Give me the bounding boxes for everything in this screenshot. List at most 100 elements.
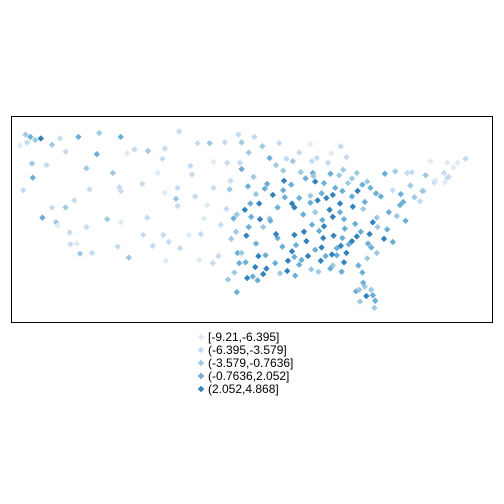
map-point (356, 286, 363, 293)
map-point (284, 257, 292, 264)
map-point (252, 190, 260, 198)
map-point (280, 177, 288, 184)
map-point (292, 272, 299, 279)
map-point (252, 263, 259, 271)
map-point (411, 194, 418, 201)
map-point (269, 191, 276, 199)
map-point (206, 139, 213, 147)
map-point (359, 181, 366, 188)
map-point (117, 187, 124, 195)
map-point (369, 219, 376, 226)
legend-label: [-9.21,-6.395] (208, 330, 279, 344)
map-point (330, 232, 337, 239)
map-point (348, 237, 356, 245)
map-point (402, 217, 409, 224)
map-point (154, 169, 161, 177)
map-point (233, 211, 240, 218)
map-point (292, 241, 300, 249)
map-point (337, 143, 344, 150)
map-point (304, 252, 312, 260)
map-point (297, 168, 304, 176)
map-point (16, 142, 24, 149)
map-point (336, 208, 344, 216)
map-point (256, 216, 264, 223)
map-point (312, 246, 319, 253)
map-point (313, 154, 320, 162)
map-point (172, 195, 180, 203)
map-point (159, 155, 166, 163)
map-point (318, 244, 325, 251)
map-point (341, 225, 348, 232)
map-point (37, 135, 44, 142)
map-point (48, 204, 56, 211)
map-point (343, 249, 350, 257)
map-point (248, 213, 255, 221)
map-point (296, 261, 303, 268)
map-point (48, 141, 56, 148)
map-point (43, 161, 50, 169)
map-point (263, 265, 270, 272)
map-point (336, 172, 343, 179)
points-layer (16, 128, 469, 312)
map-point (416, 197, 424, 205)
map-point (385, 208, 392, 216)
map-point (327, 170, 334, 177)
map-point (308, 266, 315, 273)
map-point (312, 178, 319, 185)
map-point (272, 259, 279, 267)
map-point (39, 214, 46, 221)
map-point (62, 204, 69, 211)
map-point (363, 292, 370, 300)
map-point (243, 232, 250, 239)
map-point (307, 199, 314, 206)
map-point (381, 170, 388, 177)
map-point (373, 249, 380, 257)
map-point (408, 168, 416, 176)
map-frame (11, 116, 493, 323)
map-point (349, 203, 356, 210)
map-point (29, 174, 36, 181)
map-point (62, 148, 69, 155)
map-point (260, 270, 267, 278)
map-point (328, 150, 335, 157)
map-point (319, 216, 326, 224)
map-point (355, 262, 362, 269)
map-point (264, 180, 271, 188)
map-point (236, 159, 244, 166)
map-point (232, 228, 240, 235)
map-point (196, 256, 203, 264)
map-point (116, 183, 123, 191)
map-point (160, 231, 167, 239)
map-point (302, 175, 309, 182)
legend-key (197, 346, 205, 354)
map-point (251, 133, 258, 141)
map-point (279, 243, 286, 250)
map-point (56, 135, 64, 142)
map-point (233, 288, 240, 296)
map-point (54, 222, 61, 229)
map-point (396, 201, 404, 209)
map-point (298, 256, 305, 264)
map-point (176, 128, 183, 135)
map-point (338, 268, 345, 275)
map-point (76, 250, 84, 257)
map-point (288, 248, 296, 255)
map-point (250, 173, 257, 181)
legend-key (197, 385, 205, 393)
map-point (28, 160, 36, 167)
map-point (327, 265, 334, 272)
map-point (300, 211, 307, 218)
map-point (161, 145, 168, 152)
map-point (364, 255, 371, 262)
map-point (161, 189, 168, 196)
map-point (215, 252, 222, 260)
map-point (217, 221, 224, 228)
map-point (162, 257, 169, 264)
map-point (322, 252, 329, 260)
map-point (20, 187, 27, 194)
map-point (392, 168, 399, 175)
map-point (262, 252, 269, 259)
map-point (124, 150, 131, 157)
map-point (377, 193, 384, 200)
map-point (117, 133, 124, 141)
